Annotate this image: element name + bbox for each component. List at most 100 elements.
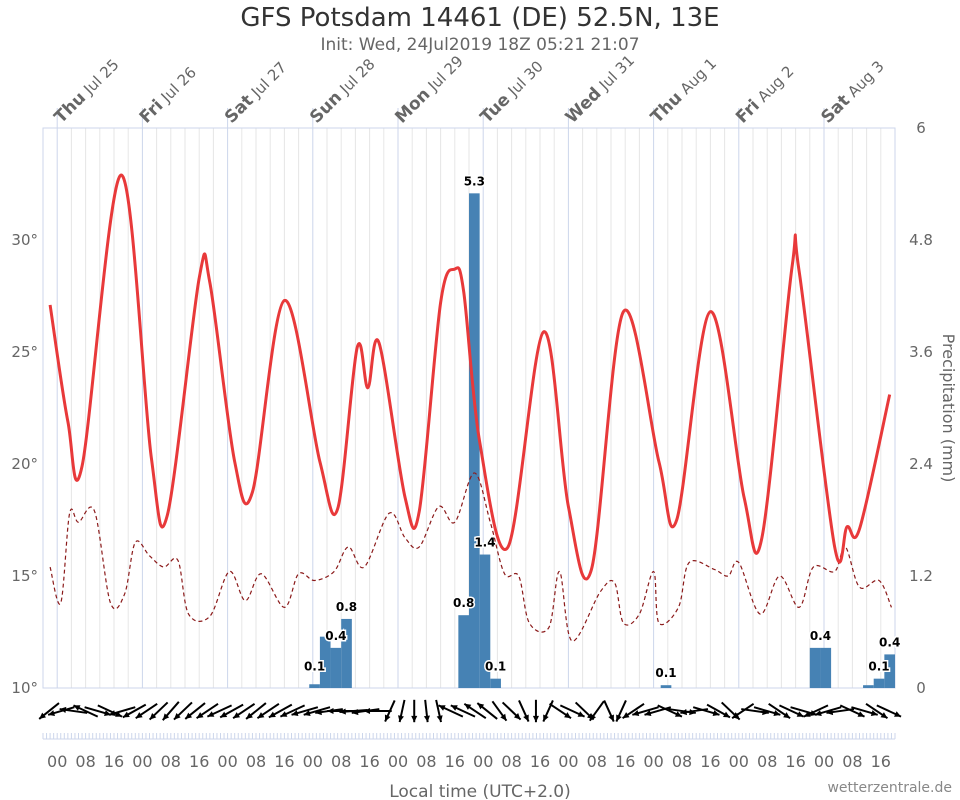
wind-arrow-icon bbox=[731, 702, 755, 720]
precip-bar bbox=[319, 636, 331, 688]
precip-bar bbox=[863, 685, 874, 688]
y-left-tick: 10° bbox=[11, 679, 38, 697]
hour-label: 16 bbox=[104, 752, 124, 771]
y-left-tick: 20° bbox=[11, 455, 38, 473]
wind-arrow-icon bbox=[384, 700, 396, 722]
wind-arrow-icon bbox=[268, 703, 293, 719]
hour-label: 08 bbox=[842, 752, 862, 771]
hour-label: 00 bbox=[388, 752, 408, 771]
wind-arrow-icon bbox=[38, 702, 60, 720]
precip-bar bbox=[330, 647, 342, 688]
wind-arrow-icon bbox=[108, 706, 136, 716]
hour-label: 16 bbox=[359, 752, 379, 771]
hour-label: 00 bbox=[132, 752, 152, 771]
day-label: ThuAug 1 bbox=[647, 54, 721, 128]
hour-label: 08 bbox=[587, 752, 607, 771]
precip-label: 0.1 bbox=[868, 660, 889, 674]
wind-arrow-icon bbox=[501, 701, 522, 721]
precip-bar bbox=[479, 554, 491, 688]
date: Jul 27 bbox=[247, 58, 290, 101]
wind-arrow-icon bbox=[778, 704, 805, 718]
wind-arrow-icon bbox=[450, 704, 476, 718]
hour-label: 08 bbox=[757, 752, 777, 771]
date: Aug 3 bbox=[844, 57, 888, 101]
precip-label: 0.8 bbox=[336, 600, 357, 614]
y-right-label: Precipitation (mm) bbox=[939, 334, 958, 483]
wind-arrow-icon bbox=[549, 702, 572, 720]
precip-bar bbox=[309, 684, 320, 688]
y-right-tick: 0 bbox=[916, 679, 926, 697]
date: Jul 29 bbox=[424, 52, 467, 95]
hour-label: 08 bbox=[161, 752, 181, 771]
wind-arrow-icon bbox=[303, 706, 331, 716]
wind-arrow-icon bbox=[839, 704, 865, 718]
wind-arrow-icon bbox=[47, 706, 75, 716]
date: Jul 26 bbox=[157, 63, 200, 106]
wind-arrow-icon bbox=[622, 702, 645, 720]
weekday: Wed bbox=[562, 84, 606, 128]
wind-arrow-icon bbox=[706, 703, 731, 719]
wind-arrow-icon bbox=[196, 702, 219, 720]
weekday: Sat bbox=[221, 91, 258, 128]
wind-arrow-icon bbox=[232, 702, 256, 720]
hour-label: 08 bbox=[416, 752, 436, 771]
wind-arrow-icon bbox=[615, 700, 627, 722]
weekday: Sun bbox=[306, 88, 346, 128]
y-right-tick: 4.8 bbox=[909, 231, 933, 249]
weekday: Mon bbox=[391, 85, 434, 128]
wind-arrow-icon bbox=[476, 702, 498, 720]
wind-arrow-icon bbox=[876, 704, 902, 718]
precip-label: 5.3 bbox=[464, 174, 485, 188]
precip-label: 1.4 bbox=[474, 536, 495, 550]
date: Jul 30 bbox=[504, 57, 547, 100]
chart-title: GFS Potsdam 14461 (DE) 52.5N, 13E bbox=[240, 3, 720, 33]
weekday: Thu bbox=[51, 88, 90, 127]
day-label: FriJul 26 bbox=[136, 63, 201, 128]
y-left-tick: 30° bbox=[11, 231, 38, 249]
wind-arrow-icon bbox=[339, 708, 368, 715]
wind-arrow-icon bbox=[291, 706, 319, 716]
weekday: Fri bbox=[732, 96, 764, 128]
wind-arrow-icon bbox=[753, 706, 781, 716]
precip-bar bbox=[809, 647, 821, 688]
hour-label: 00 bbox=[729, 752, 749, 771]
weekday: Thu bbox=[647, 88, 686, 127]
y-right-tick: 3.6 bbox=[909, 343, 933, 361]
wind-arrow-icon bbox=[184, 702, 206, 720]
hour-label: 00 bbox=[473, 752, 493, 771]
y-right-tick: 1.2 bbox=[909, 567, 933, 585]
hour-label: 16 bbox=[189, 752, 209, 771]
wind-arrow-icon bbox=[423, 699, 430, 723]
wind-arrow-icon bbox=[692, 706, 720, 716]
date: Aug 1 bbox=[677, 54, 721, 98]
precip-label: 0.1 bbox=[304, 660, 325, 674]
wind-arrow-icon bbox=[97, 704, 123, 718]
wind-arrow-icon bbox=[865, 702, 889, 720]
precip-bar bbox=[490, 678, 501, 688]
y-right-tick: 6 bbox=[916, 119, 926, 137]
wind-arrow-icon bbox=[219, 703, 244, 719]
hour-label: 16 bbox=[615, 752, 635, 771]
wind-arrow-icon bbox=[135, 702, 158, 720]
weekday: Sat bbox=[817, 91, 854, 128]
wind-arrow-icon bbox=[768, 702, 791, 720]
wind-arrow-icon bbox=[435, 699, 443, 723]
credit-text: wetterzentrale.de bbox=[827, 780, 952, 796]
wind-arrow-icon bbox=[398, 699, 406, 723]
precip-label: 0.4 bbox=[325, 629, 346, 643]
hour-label: 00 bbox=[814, 752, 834, 771]
day-label: WedJul 31 bbox=[562, 51, 639, 128]
precip-bar bbox=[341, 618, 352, 688]
wind-arrow-icon bbox=[363, 707, 392, 715]
day-label: MonJul 29 bbox=[391, 51, 467, 127]
precip-bar bbox=[884, 654, 895, 688]
wind-arrow-icon bbox=[542, 700, 554, 722]
day-label: SatJul 27 bbox=[221, 58, 291, 128]
wind-arrow-icon bbox=[148, 701, 169, 721]
temperature-line bbox=[48, 173, 892, 581]
precip-bar bbox=[873, 678, 885, 688]
date: Jul 28 bbox=[336, 55, 379, 98]
day-label: SatAug 3 bbox=[817, 57, 888, 128]
wind-arrow-icon bbox=[279, 704, 306, 718]
